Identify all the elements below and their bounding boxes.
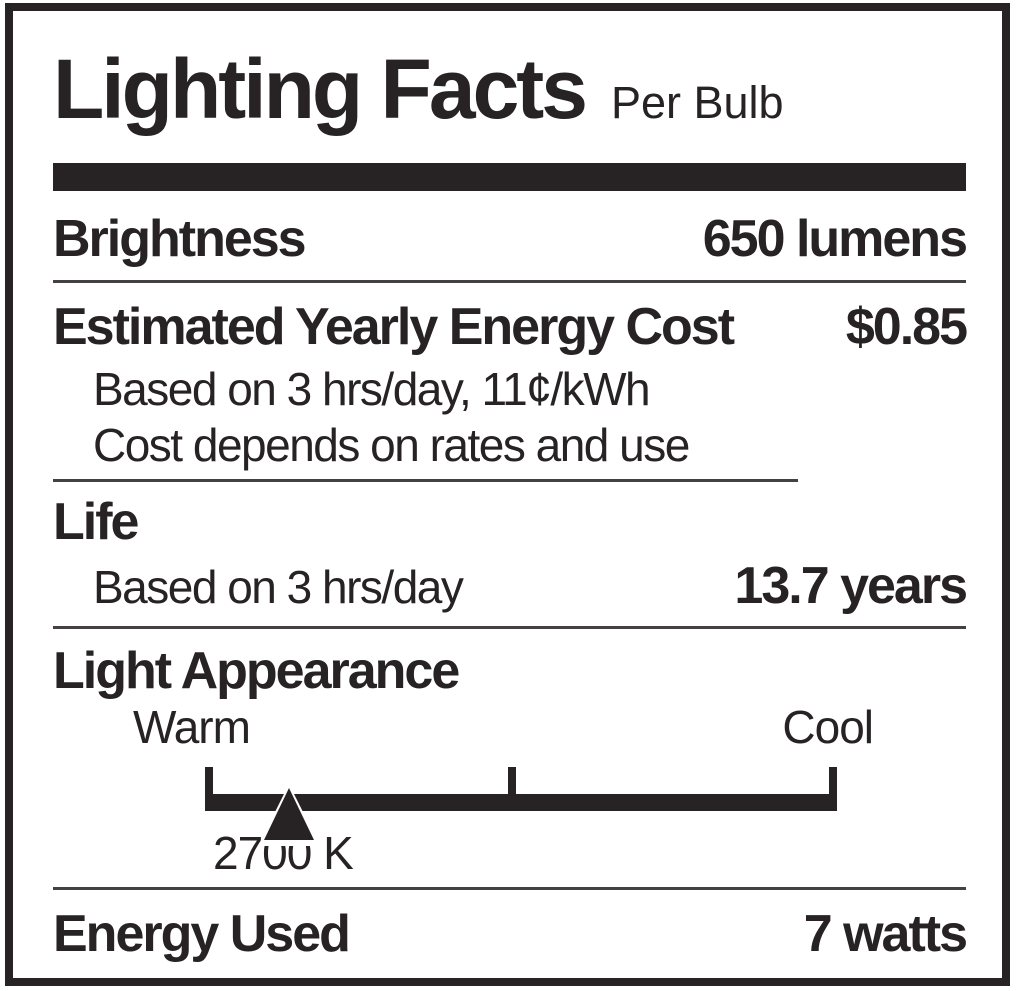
scale-tick-warm: [205, 767, 213, 811]
color-temperature-scale: [53, 767, 966, 846]
light-appearance-section: Light Appearance Warm Cool 2700 K: [53, 643, 966, 879]
energy-cost-divider: [53, 479, 798, 482]
energy-cost-value: $0.85: [845, 298, 968, 356]
lighting-facts-label: Lighting Facts Per Bulb Brightness 650 l…: [5, 3, 1010, 986]
life-value: 13.7 years: [734, 557, 968, 615]
energy-cost-note-disclaimer: Cost depends on rates and use: [93, 419, 690, 471]
warm-label: Warm: [133, 701, 251, 753]
life-label: Life: [53, 493, 139, 551]
label-subtitle: Per Bulb: [610, 77, 784, 128]
scale-tick-cool: [829, 767, 837, 811]
energy-used-value: 7 watts: [803, 905, 968, 963]
label-title: Lighting Facts: [53, 42, 588, 136]
brightness-label: Brightness: [53, 210, 307, 268]
scale-bar: [205, 767, 837, 846]
color-temp-value: 2700 K: [213, 827, 354, 879]
energy-used-row: Energy Used 7 watts: [53, 902, 968, 966]
title-separator-bar: [53, 163, 966, 191]
scale-endpoint-labels: Warm Cool: [53, 701, 966, 753]
light-appearance-label: Light Appearance: [53, 642, 460, 700]
energy-used-divider: [53, 887, 966, 890]
energy-cost-heading: Estimated Yearly Energy Cost $0.85: [53, 295, 968, 359]
brightness-value: 650 lumens: [702, 210, 968, 268]
energy-used-label: Energy Used: [53, 905, 351, 963]
energy-cost-section: Estimated Yearly Energy Cost $0.85 Based…: [53, 295, 968, 482]
life-section: Life Based on 3 hrs/day 13.7 years: [53, 493, 968, 629]
cool-label: Cool: [782, 701, 874, 753]
life-basis: Based on 3 hrs/day: [93, 561, 464, 613]
life-row: Based on 3 hrs/day 13.7 years: [53, 554, 968, 629]
color-temp-marker-icon: [264, 788, 314, 840]
energy-cost-notes: Based on 3 hrs/day, 11¢/kWh Cost depends…: [53, 361, 966, 473]
energy-cost-note-basis: Based on 3 hrs/day, 11¢/kWh: [93, 363, 651, 415]
energy-cost-label: Estimated Yearly Energy Cost: [53, 298, 735, 356]
brightness-row: Brightness 650 lumens: [53, 207, 968, 283]
scale-tick-middle: [508, 767, 516, 811]
label-header: Lighting Facts Per Bulb: [53, 43, 966, 149]
